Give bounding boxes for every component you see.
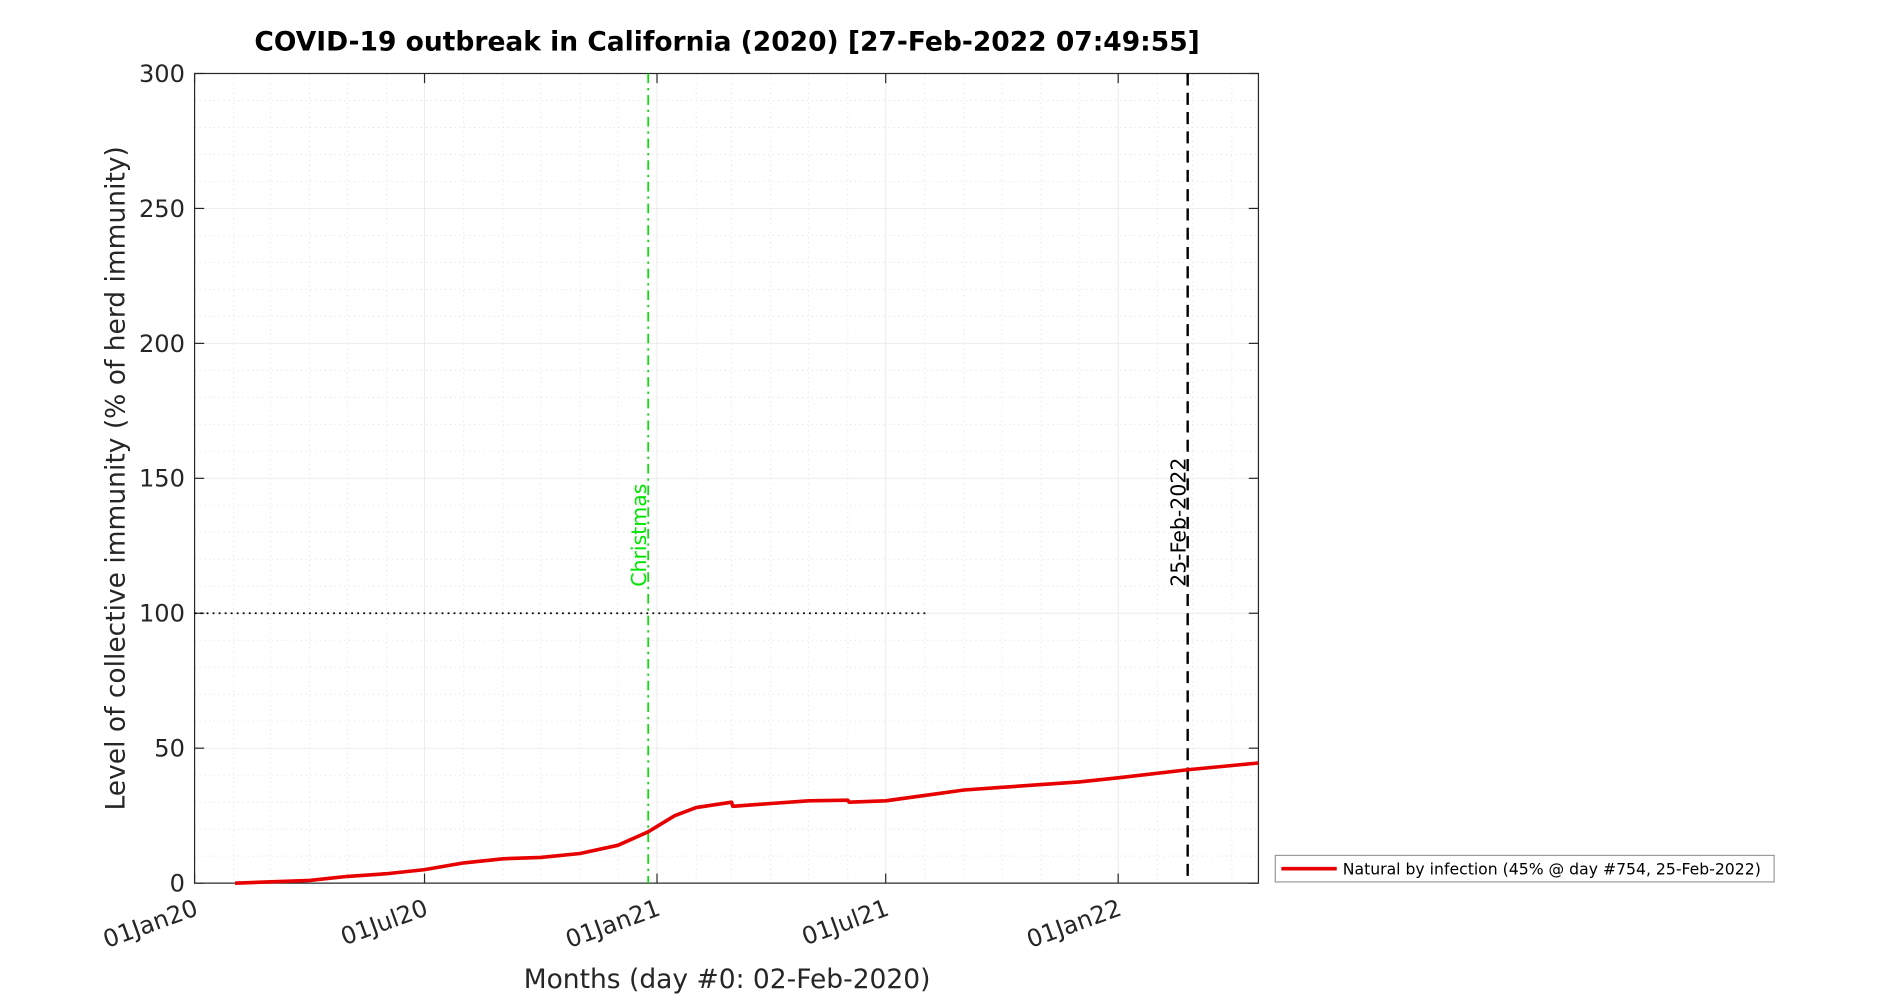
x-tick-label: 01Jan22: [1023, 894, 1125, 954]
series-line: [234, 761, 1259, 885]
chart-title: COVID-19 outbreak in California (2020) […: [254, 27, 1199, 58]
x-tick-label: 01Jan20: [99, 894, 201, 954]
legend-box: [1274, 854, 1775, 883]
y-tick-label: 200: [139, 330, 185, 358]
x-tick-label: 01Jul21: [798, 894, 892, 951]
legend: Natural by infection (45% @ day #754, 25…: [1274, 854, 1775, 883]
y-tick-label: 150: [139, 465, 185, 493]
x-tick-label: 01Jul20: [337, 894, 431, 951]
y-tick-label: 100: [139, 600, 185, 628]
y-tick-label: 0: [170, 870, 185, 898]
event-label: 25-Feb-2022: [1166, 458, 1190, 587]
y-tick-label: 50: [154, 735, 185, 763]
event-label: Christmas: [627, 484, 651, 587]
axes-box: [193, 72, 1260, 884]
x-tick-label: 01Jan21: [562, 894, 664, 954]
y-tick-label: 300: [139, 60, 185, 88]
y-tick-label: 250: [139, 195, 185, 223]
legend-label: Natural by infection (45% @ day #754, 25…: [1343, 860, 1761, 879]
x-axis-label: Months (day #0: 02-Feb-2020): [524, 964, 931, 995]
y-axis-label: Level of collective immunity (% of herd …: [101, 146, 132, 810]
